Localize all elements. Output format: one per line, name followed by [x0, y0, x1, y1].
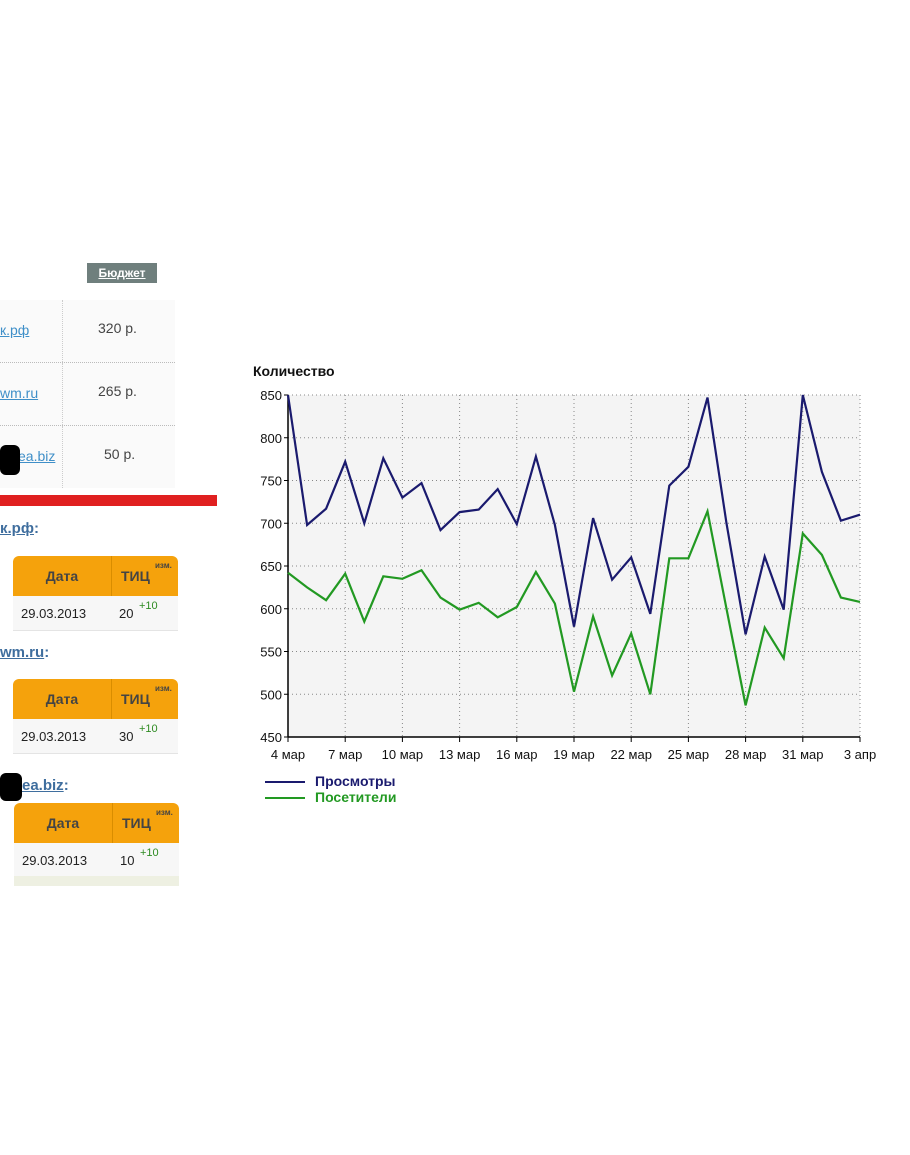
site-title-text[interactable]: wm.ru [0, 644, 45, 661]
table-footer-strip [14, 876, 179, 886]
legend-label-visitors: Посетители [315, 789, 397, 805]
budget-site-link[interactable]: wm.ru [0, 385, 39, 401]
column-header-change: изм. [156, 808, 173, 817]
site-title-text[interactable]: к.рф [0, 520, 34, 537]
redaction-mark [0, 445, 20, 475]
x-tick-label: 10 мар [382, 747, 423, 762]
site-title-colon: : [63, 777, 69, 794]
column-header-date[interactable]: Дата [46, 815, 80, 831]
x-tick-label: 7 мар [328, 747, 362, 762]
budget-column-header[interactable]: Бюджет [87, 263, 157, 283]
table-row: 29.03.2013 30 +10 [13, 719, 178, 754]
y-tick-label: 750 [260, 474, 282, 489]
column-header-tic[interactable]: ТИЦ [121, 691, 150, 707]
tic-table: Дата ТИЦ изм. 29.03.2013 20 +10 [13, 556, 178, 631]
column-divider [111, 556, 112, 596]
row-date: 29.03.2013 [21, 729, 87, 744]
tic-table: Дата ТИЦ изм. 29.03.2013 10 +10 [14, 803, 179, 878]
redaction-mark [0, 773, 22, 801]
column-header-change: изм. [155, 684, 172, 693]
row-tic-change: +10 [140, 847, 159, 859]
site-title-text[interactable]: ea.biz [22, 777, 64, 794]
row-tic-value: 20 [119, 606, 134, 621]
x-tick-label: 25 мар [668, 747, 709, 762]
x-tick-label: 13 мар [439, 747, 480, 762]
y-axis-label: Количество [253, 363, 335, 379]
line-chart: Количество 450 500 550 600 650 700 750 800 850 4 м… [253, 363, 876, 762]
legend-swatch-views [265, 781, 305, 783]
table-row: 29.03.2013 10 +10 [14, 843, 179, 878]
tic-table: Дата ТИЦ изм. 29.03.2013 30 +10 [13, 679, 178, 754]
row-tic-change: +10 [139, 600, 158, 612]
budget-amount: 320 р. [98, 320, 137, 336]
plot-area [288, 395, 860, 737]
legend-swatch-visitors [265, 797, 305, 799]
column-divider [112, 803, 113, 843]
budget-row: ea.biz 50 р. [0, 426, 175, 488]
column-header-change: изм. [155, 561, 172, 570]
column-divider [62, 300, 63, 362]
x-tick-label: 22 мар [610, 747, 651, 762]
y-tick-label: 500 [260, 687, 282, 702]
budget-amount: 50 р. [104, 446, 136, 462]
column-divider [111, 679, 112, 719]
column-header-tic[interactable]: ТИЦ [122, 815, 151, 831]
tic-table-header: Дата ТИЦ изм. [13, 556, 178, 596]
site-title[interactable]: ea.biz: [22, 777, 69, 794]
x-tick-label: 19 мар [553, 747, 594, 762]
budget-row: wm.ru 265 р. [0, 363, 175, 426]
budget-row: к.рф 320 р. [0, 300, 175, 363]
column-header-date[interactable]: Дата [45, 691, 79, 707]
row-date: 29.03.2013 [21, 606, 87, 621]
y-tick-label: 800 [260, 431, 282, 446]
column-header-date[interactable]: Дата [45, 568, 79, 584]
series-line-visitors [287, 507, 861, 706]
tic-table-header: Дата ТИЦ изм. [14, 803, 179, 843]
column-divider [62, 363, 63, 425]
x-tick-label: 16 мар [496, 747, 537, 762]
row-tic-change: +10 [139, 723, 158, 735]
row-date: 29.03.2013 [22, 853, 88, 868]
tic-table-header: Дата ТИЦ изм. [13, 679, 178, 719]
row-tic-value: 10 [120, 853, 135, 868]
x-tick-label: 3 апр [844, 747, 876, 762]
budget-amount: 265 р. [98, 383, 137, 399]
y-tick-label: 650 [260, 559, 282, 574]
x-tick-label: 28 мар [725, 747, 766, 762]
y-tick-label: 550 [260, 645, 282, 660]
red-divider [0, 495, 217, 506]
site-title-colon: : [44, 644, 50, 661]
y-tick-label: 700 [260, 516, 282, 531]
column-divider [62, 426, 63, 488]
site-title[interactable]: wm.ru: [0, 644, 49, 661]
table-row: 29.03.2013 20 +10 [13, 596, 178, 631]
site-title[interactable]: к.рф: [0, 520, 39, 537]
series-line-views [286, 394, 861, 635]
legend-label-views: Просмотры [315, 773, 396, 789]
budget-site-link[interactable]: ea.biz [18, 448, 56, 464]
column-header-tic[interactable]: ТИЦ [121, 568, 150, 584]
y-tick-label: 600 [260, 602, 282, 617]
y-tick-label: 450 [260, 730, 282, 745]
y-tick-label: 850 [260, 388, 282, 403]
budget-site-link[interactable]: к.рф [0, 322, 30, 338]
x-tick-label: 4 мар [271, 747, 305, 762]
row-tic-value: 30 [119, 729, 134, 744]
x-tick-label: 31 мар [782, 747, 823, 762]
site-title-colon: : [33, 520, 39, 537]
